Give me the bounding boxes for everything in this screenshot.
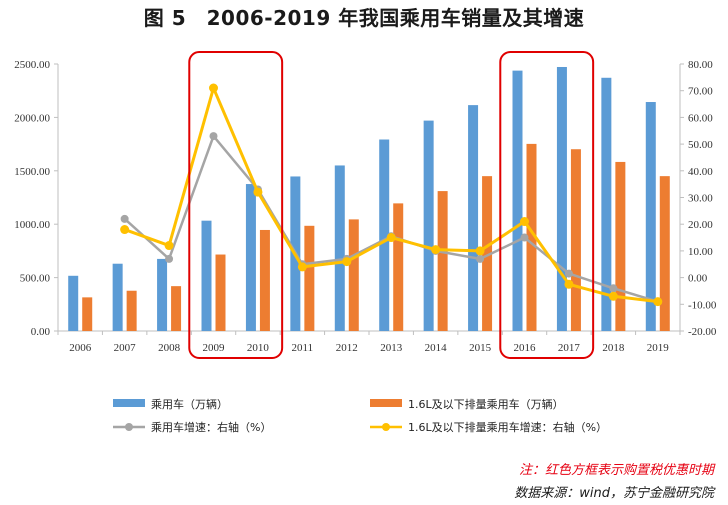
bar-small-engine [126,290,137,331]
growth-point-passenger-car [520,233,529,242]
bar-small-engine [259,229,270,331]
bar-small-engine [348,219,359,331]
growth-point-small-engine [564,279,574,289]
growth-point-small-engine [209,83,218,93]
bar-passenger-car [645,102,656,331]
growth-point-small-engine [653,297,663,307]
growth-point-passenger-car [120,214,129,223]
x-tick-label: 2009 [203,342,226,354]
left-tick-label: 1000.00 [14,219,50,231]
growth-point-passenger-car [564,269,573,278]
bar-passenger-car [112,263,123,331]
bar-small-engine [570,149,581,331]
bar-small-engine [215,254,226,331]
growth-point-small-engine [431,245,441,255]
right-tick-label: 20.00 [688,219,713,231]
x-tick-label: 2015 [469,342,492,354]
bar-passenger-car [601,77,612,332]
x-tick-label: 2016 [514,342,537,354]
bar-passenger-car [157,258,168,331]
right-tick-label: 0.00 [688,273,708,285]
right-tick-label: -20.00 [688,326,717,338]
growth-point-passenger-car [209,132,218,141]
bar-small-engine [82,297,93,331]
left-tick-label: 2000.00 [14,112,50,124]
legend-passenger-car-label: 乘用车（万辆） [151,397,228,411]
bar-passenger-car [201,220,212,331]
growth-point-small-engine [386,233,396,243]
bar-small-engine [393,203,404,331]
left-tick-label: 2500.00 [14,59,50,71]
source-note: 数据来源：wind，苏宁金融研究院 [514,486,714,501]
bar-small-engine [615,161,626,331]
highlight-note: 注：红色方框表示购置税优惠时期 [518,463,714,478]
left-tick-label: 1500.00 [14,166,50,178]
x-tick-label: 2008 [158,342,181,354]
right-tick-label: 40.00 [688,166,713,178]
bar-passenger-car [245,184,256,331]
legend-growth-small-engine-label: 1.6L及以下排量乘用车增速：右轴（%） [408,420,607,434]
x-tick-label: 2012 [336,342,358,354]
x-tick-label: 2013 [380,342,403,354]
bar-passenger-car [468,105,479,331]
legend-small-engine-swatch [370,399,402,407]
growth-point-small-engine [475,246,485,256]
growth-point-small-engine [120,225,130,235]
bar-small-engine [482,176,493,331]
x-tick-label: 2018 [602,342,625,354]
right-tick-label: 10.00 [688,246,713,258]
growth-point-small-engine [342,257,352,267]
left-tick-label: 0.00 [31,326,51,338]
x-tick-label: 2011 [292,342,314,354]
bar-passenger-car [68,275,79,331]
growth-point-small-engine [253,187,263,197]
legend-growth-small-engine-marker [382,423,390,431]
bar-passenger-car [556,66,567,331]
right-tick-label: 50.00 [688,139,713,151]
x-tick-label: 2017 [558,342,581,354]
bar-small-engine [437,191,448,331]
highlight-box-2 [499,51,595,359]
bar-passenger-car [334,165,345,331]
bar-small-engine [659,176,670,331]
chart-title: 图 5 2006-2019 年我国乘用车销量及其增速 [143,6,585,30]
x-tick-label: 2006 [69,342,92,354]
growth-point-small-engine [520,217,529,227]
growth-point-small-engine [297,262,307,272]
right-tick-label: 60.00 [688,112,713,124]
right-tick-label: 30.00 [688,193,713,205]
growth-point-passenger-car [609,284,618,293]
bar-passenger-car [423,120,434,331]
right-tick-label: -10.00 [688,299,717,311]
growth-point-passenger-car [476,254,485,263]
bar-small-engine [304,225,315,331]
x-tick-label: 2007 [114,342,137,354]
x-tick-label: 2014 [425,342,448,354]
bar-small-engine [526,143,537,331]
bar-passenger-car [512,70,523,332]
legend-growth-passenger-car-marker [125,423,133,431]
growth-point-small-engine [164,241,174,251]
left-tick-label: 500.00 [20,273,51,285]
bar-small-engine [171,286,182,331]
x-tick-label: 2019 [647,342,670,354]
x-tick-label: 2010 [247,342,270,354]
right-tick-label: 80.00 [688,59,713,71]
legend-small-engine-label: 1.6L及以下排量乘用车（万辆） [408,397,564,411]
bar-passenger-car [379,139,390,331]
legend-growth-passenger-car-label: 乘用车增速：右轴（%） [151,420,271,434]
growth-point-small-engine [608,291,618,301]
highlight-box-1 [188,51,284,359]
growth-point-passenger-car [165,254,174,263]
legend-passenger-car-swatch [113,399,145,407]
right-tick-label: 70.00 [688,86,713,98]
